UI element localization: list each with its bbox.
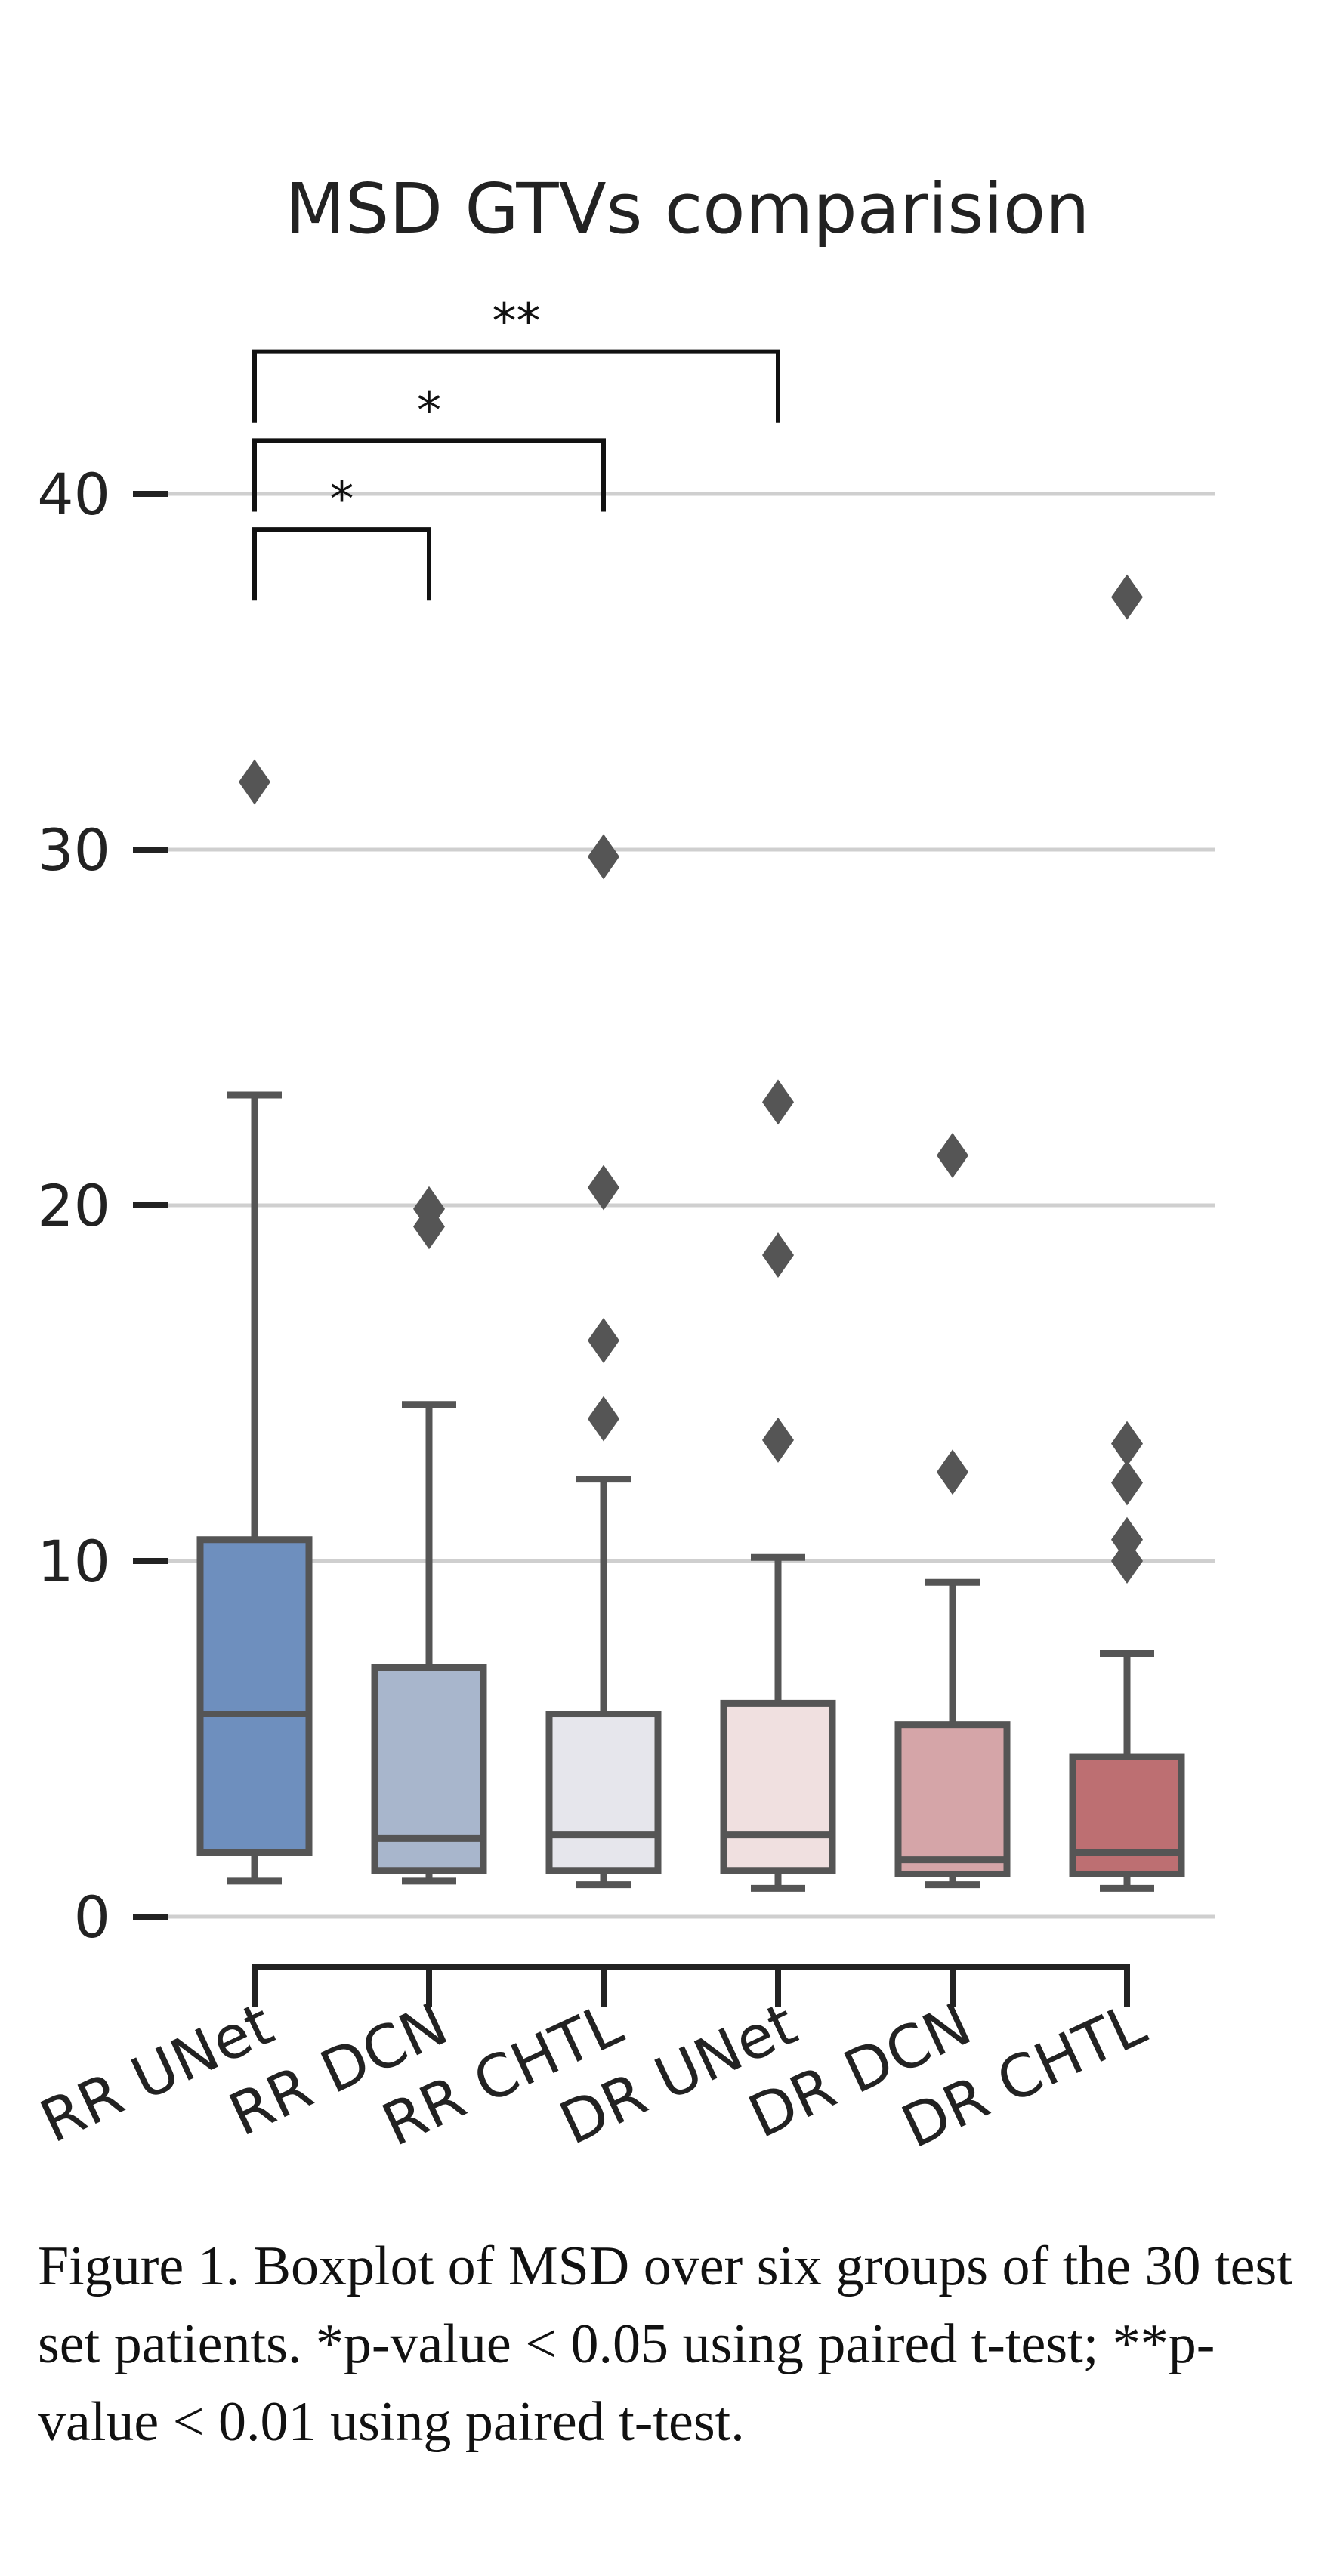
outlier-point [1111,1421,1143,1467]
box-group-2 [545,834,662,1889]
outlier-point [1111,1460,1143,1506]
box-iqr [1069,1753,1185,1877]
significance-label-1: * [417,383,441,439]
chart-title: MSD GTVs comparision [286,168,1090,249]
figure-caption: Figure 1. Boxplot of MSD over six groups… [38,2235,1292,2453]
significance-label-0: * [330,472,354,528]
outlier-point [937,1133,968,1179]
outlier-point [588,1317,619,1363]
y-tick-label-20: 20 [37,1172,110,1239]
box-group-3 [720,1079,836,1892]
outlier-point [588,1396,619,1442]
outlier-point [413,1186,445,1232]
box-iqr [545,1711,662,1874]
y-tick-label-10: 10 [37,1528,110,1595]
box-group-0 [196,759,313,1885]
outlier-point [762,1079,794,1125]
box-iqr [196,1536,313,1856]
outlier-point [588,1165,619,1211]
outlier-point [239,759,270,805]
outlier-point [762,1232,794,1278]
outlier-point [588,834,619,880]
y-tick-label-30: 30 [37,816,110,884]
box-group-1 [371,1186,487,1885]
significance-bracket-2 [252,349,780,423]
outlier-point [1111,1516,1143,1563]
y-tick-label-0: 0 [74,1883,110,1951]
y-tick-label-40: 40 [37,461,110,528]
box-group-5 [1069,574,1185,1892]
outlier-point [1111,574,1143,620]
box-iqr [720,1699,836,1874]
boxplot-chart: MSD GTVs comparision 0 10 20 30 40 RR UNetRR… [30,168,1215,2161]
significance-bracket-1 [252,438,606,512]
significance-label-2: ** [493,295,541,350]
boxes [196,574,1185,1892]
outlier-point [762,1417,794,1463]
grid-lines [168,492,1215,1919]
significance-brackets: **** [252,295,780,601]
y-axis: 0 10 20 30 40 [37,461,168,1951]
significance-bracket-0 [252,527,431,601]
outlier-point [937,1449,968,1495]
box-iqr [894,1721,1011,1877]
box-group-4 [894,1133,1011,1889]
